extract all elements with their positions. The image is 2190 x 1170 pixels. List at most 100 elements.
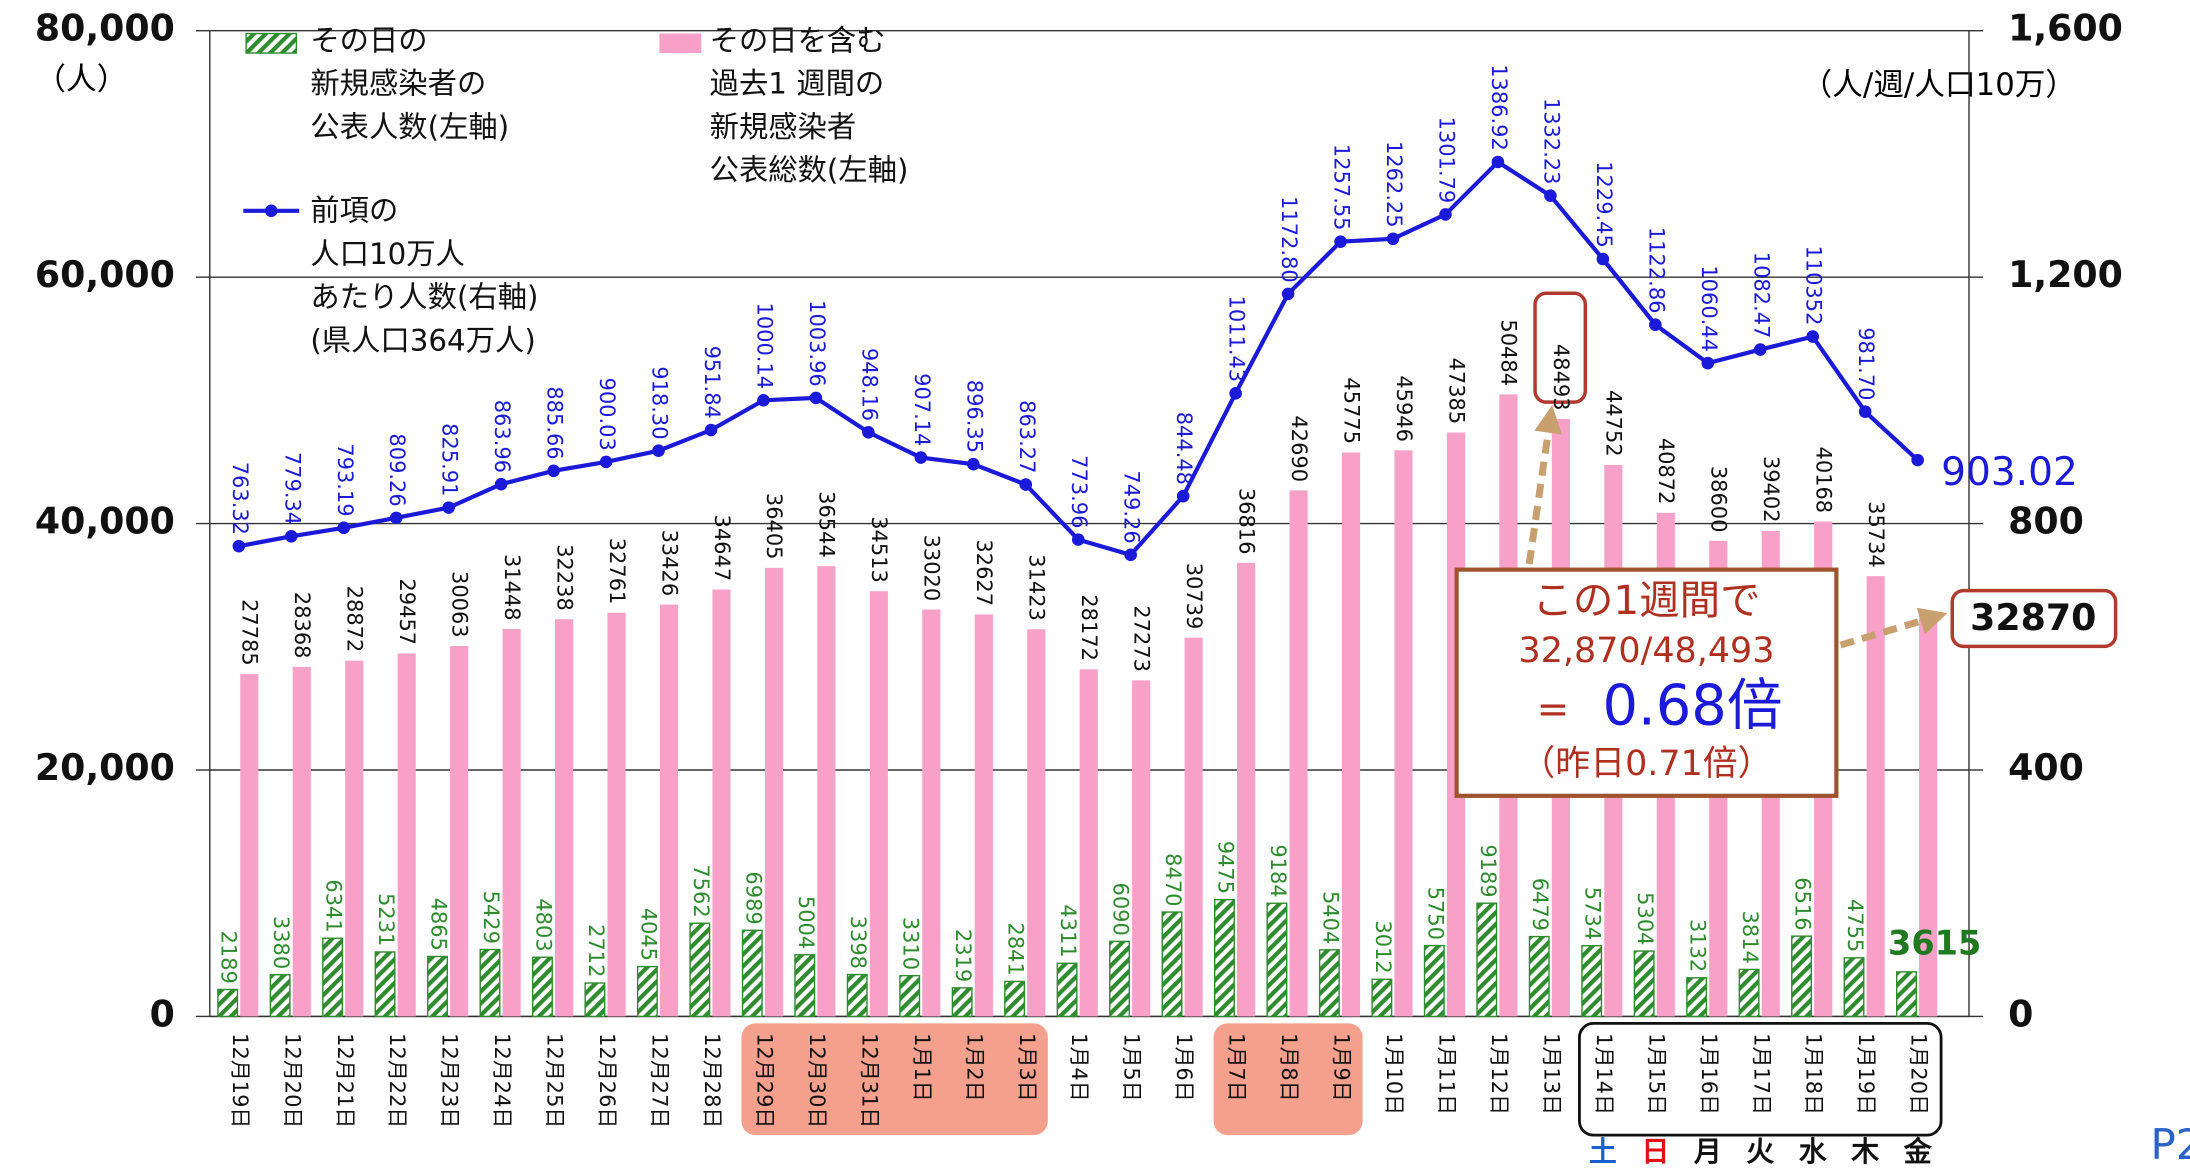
holiday-band <box>741 1023 1048 1136</box>
value-label: 3380 <box>269 916 293 969</box>
daily-bar <box>1266 902 1288 1018</box>
value-label: 34513 <box>867 516 891 583</box>
value-label: 1060.44 <box>1697 265 1721 352</box>
daily-bar <box>1161 911 1183 1018</box>
legend-swatch <box>264 204 278 218</box>
value-label: 31423 <box>1025 554 1049 621</box>
annotation-box <box>1454 567 1839 798</box>
rate-point <box>1071 533 1085 546</box>
value-label: 793.19 <box>333 443 357 516</box>
arrow <box>1839 607 1948 649</box>
weekly-bar <box>659 604 679 1017</box>
annotation: 0.68倍 <box>1602 673 1782 738</box>
legend-swatch <box>245 32 298 54</box>
rate-point <box>652 444 665 457</box>
y2-tick-label: 0 <box>2008 992 2033 1035</box>
right-unit: （人/週/人口10万） <box>1801 67 2076 103</box>
value-label: 9189 <box>1476 844 1500 897</box>
value-label: 4045 <box>636 908 660 961</box>
value-label: 1003.96 <box>805 300 829 387</box>
x-tick-label: 12月29日 <box>752 1033 776 1128</box>
weekly-bar <box>1919 611 1938 1017</box>
value-label: 5734 <box>1581 887 1605 940</box>
value-label: 47385 <box>1444 358 1468 425</box>
week-box <box>1578 1022 1943 1137</box>
value-label: 896.35 <box>962 380 986 453</box>
legend-label: その日を含む 過去1 週間の 新規感染者 公表総数(左軸) <box>709 23 909 188</box>
x-tick-label: 1月9日 <box>1330 1033 1354 1102</box>
value-label: 32627 <box>972 539 996 606</box>
value-label: 33426 <box>657 530 681 597</box>
value-label: 5231 <box>374 893 398 946</box>
value-label: 36816 <box>1234 488 1258 555</box>
rate-point <box>862 426 875 439</box>
x-tick-label: 12月24日 <box>490 1033 514 1128</box>
x-tick-label: 12月22日 <box>385 1033 409 1128</box>
rate-point <box>442 501 455 514</box>
daily-bar <box>531 956 553 1018</box>
legend-label: その日の 新規感染者の 公表人数(左軸) <box>310 23 510 144</box>
x-tick-label: 1月17日 <box>1749 1033 1773 1115</box>
value-label: 2189 <box>217 931 241 984</box>
value-label: 918.30 <box>648 366 672 439</box>
value-label: 3012 <box>1371 920 1395 973</box>
daily-bar <box>1791 935 1813 1018</box>
rate-point <box>1806 330 1820 343</box>
weekly-bar <box>240 674 259 1017</box>
value-label: 844.48 <box>1172 412 1196 485</box>
daily-bar <box>1004 980 1026 1018</box>
legend-label: 前項の 人口10万人 あたり人数(右軸) (県人口364万人) <box>310 194 539 358</box>
value-label: 9475 <box>1213 841 1237 894</box>
rate-point <box>547 464 560 478</box>
daily-bar <box>689 922 711 1018</box>
x-tick-label: 12月21日 <box>333 1033 357 1128</box>
rate-point <box>809 391 823 405</box>
daily-bar <box>1738 968 1760 1018</box>
x-tick-label: 12月23日 <box>438 1033 462 1128</box>
value-label: 948.16 <box>857 348 881 421</box>
y-tick-label: 20,000 <box>35 746 175 789</box>
value-label: 45775 <box>1339 377 1363 444</box>
x-tick-label: 12月20日 <box>280 1033 304 1128</box>
daily-bar <box>1423 944 1445 1018</box>
value-label: 4803 <box>531 898 555 951</box>
weekly-bar <box>607 612 626 1017</box>
x-tick-label: 1月3日 <box>1015 1033 1039 1102</box>
rate-point <box>599 455 613 469</box>
value-label: 951.84 <box>700 346 724 419</box>
daily-bar <box>322 937 344 1018</box>
x-tick-label: 1月12日 <box>1487 1033 1511 1115</box>
weekly-bar <box>712 589 731 1017</box>
value-label: 27273 <box>1129 605 1153 672</box>
weekly-bar <box>1341 452 1361 1017</box>
daily-bar <box>899 974 921 1018</box>
value-label: 825.91 <box>438 423 462 496</box>
x-tick-label: 1月19日 <box>1854 1033 1878 1115</box>
value-label: 1011.43 <box>1225 296 1249 383</box>
value-label: 1257.55 <box>1330 144 1354 231</box>
value-label: 6341 <box>322 879 346 932</box>
daily-bar <box>1476 902 1498 1018</box>
rate-point <box>1176 489 1190 503</box>
value-label: 4311 <box>1056 904 1080 957</box>
annotation: この1週間で <box>1532 576 1760 624</box>
value-label: 6090 <box>1109 883 1133 936</box>
value-label: 45946 <box>1392 375 1416 442</box>
value-label: 32870 <box>1970 596 2096 639</box>
value-label: 5429 <box>479 891 503 944</box>
value-box <box>1533 291 1588 404</box>
y2-tick-label: 1,600 <box>2008 7 2123 50</box>
daily-bar <box>1528 935 1550 1018</box>
value-label: 28172 <box>1077 594 1101 661</box>
rate-point <box>1911 453 1924 467</box>
value-label: 1172.80 <box>1277 196 1301 283</box>
daily-bar <box>1581 945 1603 1018</box>
value-label: 5004 <box>794 896 818 949</box>
weekly-bar <box>922 609 941 1017</box>
value-label: 8470 <box>1161 853 1185 906</box>
value-label: 30063 <box>447 571 471 638</box>
value-label: 773.96 <box>1067 455 1091 528</box>
value-label: 863.27 <box>1015 400 1039 473</box>
value-label: 35734 <box>1864 501 1888 568</box>
